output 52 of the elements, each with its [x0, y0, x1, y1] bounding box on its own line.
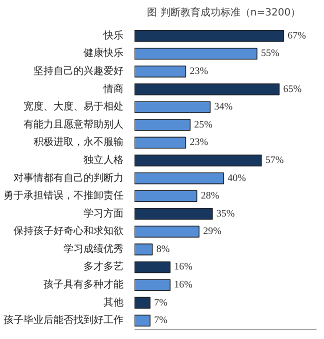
- y-tick-label: 健康快乐: [84, 47, 124, 60]
- bar: [134, 48, 258, 60]
- data-label: 28%: [200, 190, 220, 202]
- data-label: 7%: [154, 315, 168, 326]
- bar: [134, 118, 191, 131]
- bar: [134, 296, 150, 309]
- data-label: 55%: [260, 48, 280, 60]
- data-label: 8%: [156, 244, 170, 255]
- bar: [134, 83, 280, 96]
- data-label: 35%: [216, 208, 235, 220]
- bar: [134, 154, 262, 166]
- y-tick-label: 其他: [104, 296, 124, 308]
- y-tick-label: 宽度、大度、易于相处: [24, 100, 124, 113]
- data-label: 16%: [174, 262, 192, 273]
- data-label: 16%: [174, 280, 192, 291]
- y-tick-label: 孩子毕业后能否找到好工作: [4, 314, 124, 326]
- bar: [134, 66, 186, 78]
- bar: [134, 190, 198, 202]
- data-label: 29%: [203, 226, 222, 238]
- bar: [134, 314, 150, 327]
- y-tick-label: 勇于承担错误，不推卸责任: [4, 190, 124, 202]
- y-tick-label: 有能力且愿意帮助别人: [24, 118, 124, 130]
- data-label: 65%: [283, 84, 302, 95]
- y-tick-label: 多才多艺: [84, 260, 124, 273]
- bar: [134, 172, 224, 184]
- bar: [134, 30, 284, 42]
- y-tick-label: 保持孩子好奇心和求知欲: [14, 225, 124, 238]
- bar: [134, 101, 211, 114]
- y-tick-label: 学习方面: [84, 207, 124, 220]
- bar: [134, 261, 171, 274]
- y-tick-label: 积极进取，永不服输: [34, 136, 124, 148]
- data-label: 25%: [194, 119, 213, 130]
- y-tick-label: 坚持自己的兴趣爱好: [34, 65, 124, 78]
- chart-title: 图 判断教育成功标准（n=3200）: [147, 6, 301, 18]
- data-label: 23%: [190, 66, 208, 78]
- bar: [134, 226, 200, 238]
- data-label: 40%: [228, 172, 246, 184]
- y-tick-label: 情商: [102, 82, 124, 95]
- y-tick-label: 对事情都有自己的判断力: [14, 172, 124, 184]
- bar: [134, 244, 153, 256]
- bar: [134, 208, 213, 220]
- bar: [134, 279, 171, 291]
- data-label: 34%: [214, 102, 233, 113]
- y-tick-label: 学习成绩优秀: [64, 242, 124, 255]
- data-label: 7%: [154, 297, 168, 308]
- y-tick-label: 独立人格: [84, 154, 124, 166]
- data-label: 23%: [190, 137, 208, 148]
- y-tick-label: 快乐: [102, 29, 124, 42]
- data-label: 57%: [265, 154, 284, 166]
- y-tick-label: 孩子具有多种才能: [44, 278, 124, 291]
- bar: [134, 136, 186, 149]
- data-label: 67%: [288, 30, 306, 42]
